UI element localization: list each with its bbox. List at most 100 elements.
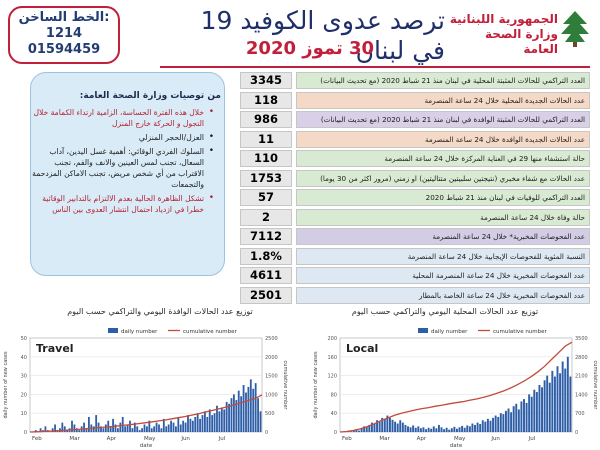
daily-bar (463, 427, 466, 432)
hotline-box: الخط الساخن: 1214 01594459 (8, 6, 120, 64)
daily-bar (172, 422, 175, 432)
daily-bar (146, 426, 148, 432)
recommendations-list: خلال هذه الفترة الحساسة، الزامية ارتداء … (28, 107, 216, 218)
y2-tick-label: 2800 (575, 355, 588, 361)
stat-row: 1753 عدد الحالات مع شفاء مخبري (نتيجتين س… (240, 169, 590, 187)
y2-axis-label: cumulative number (592, 361, 598, 411)
y-tick-label: 40 (331, 411, 337, 417)
recommendation-item: السلوك الفردي الوقائي: أهمية غسل اليدين،… (28, 146, 214, 190)
y2-tick-label: 700 (575, 411, 585, 417)
daily-bar (191, 420, 194, 432)
daily-bar (153, 426, 156, 432)
stat-label: حالة استشفاء منها 29 في العناية المركزة … (296, 150, 590, 167)
daily-bar (479, 424, 482, 432)
chart-title: Travel (36, 342, 74, 355)
daily-bar (494, 415, 497, 432)
daily-bar (170, 420, 172, 432)
daily-bar (450, 428, 453, 432)
daily-bar (182, 420, 185, 432)
daily-bar (481, 420, 484, 432)
daily-bar (114, 424, 117, 432)
daily-bar (512, 406, 515, 432)
daily-bar (104, 424, 107, 432)
daily-bar (109, 426, 112, 432)
travel-chart: Travel daily number cumulative number Feb Ma… (3, 328, 288, 449)
daily-bar (520, 401, 523, 432)
daily-bar (187, 415, 189, 432)
daily-bar (112, 418, 114, 432)
y-tick-label: 20 (21, 392, 27, 398)
stat-value: 1.8% (240, 247, 292, 265)
y-tick-label: 200 (327, 336, 337, 342)
republic-name: الجمهورية اللبنانية (449, 12, 558, 26)
x-tick-label: Mar (379, 436, 390, 442)
daily-bar (401, 422, 404, 432)
x-tick-label: Jun (490, 436, 500, 442)
daily-bar (233, 394, 235, 432)
daily-bar (216, 405, 218, 432)
stat-value: 118 (240, 91, 292, 109)
daily-bar (225, 401, 228, 432)
daily-bar (148, 420, 151, 432)
daily-bar (259, 411, 262, 432)
y2-tick-label: 2100 (575, 374, 588, 380)
daily-bar (471, 423, 474, 432)
daily-bar (165, 426, 168, 432)
stat-value: 4611 (240, 267, 292, 284)
daily-bar (358, 430, 360, 432)
travel-chart-caption: توزيع عدد الحالات الوافدة اليومي والتراك… (67, 307, 253, 316)
daily-bar (548, 382, 551, 432)
stat-label: النسبة المئوية للفحوصات الإيجابية خلال 2… (296, 247, 590, 265)
daily-bar (564, 368, 567, 432)
daily-bar (162, 418, 165, 432)
daily-bar (492, 417, 495, 432)
stat-label: عدد الحالات الجديدة المحلية خلال 24 ساعة… (296, 91, 590, 109)
daily-bar (131, 428, 134, 432)
daily-bar (119, 422, 122, 432)
daily-bar (546, 375, 549, 432)
y2-tick-label: 1500 (265, 374, 278, 380)
daily-bar (515, 403, 518, 432)
daily-bar (525, 402, 528, 432)
stat-label: حالة وفاة خلال 24 ساعة المنصرمة (296, 208, 590, 226)
legend-swatch-daily (108, 328, 118, 333)
recommendations-box: من توصيات وزارة الصحة العامة: خلال هذه ا… (30, 72, 225, 276)
stat-row: 2 حالة وفاة خلال 24 ساعة المنصرمة (240, 208, 590, 226)
x-axis-label: date (140, 443, 153, 449)
hotline-number-1: 1214 (45, 26, 83, 41)
daily-bar (150, 428, 153, 432)
y-tick-label: 0 (24, 430, 27, 436)
daily-bar (213, 413, 216, 432)
daily-bar (71, 420, 73, 432)
x-tick-label: May (144, 436, 156, 442)
daily-bar (254, 383, 257, 432)
daily-bar (404, 424, 407, 432)
y2-tick-label: 3500 (575, 336, 588, 342)
daily-bar (435, 428, 438, 432)
daily-bar (432, 426, 435, 432)
daily-bar (189, 418, 192, 432)
daily-bar (538, 385, 541, 432)
stat-label: العدد التراكمي للوفيات في لبنان منذ 21 ش… (296, 189, 590, 206)
ministry-label: وزارة الصحة العامة (484, 27, 558, 56)
daily-bar (75, 428, 78, 432)
legend-swatch-daily (418, 328, 428, 333)
daily-bar (240, 396, 243, 432)
daily-bar (237, 390, 240, 432)
daily-bar (486, 418, 489, 432)
daily-bar (543, 380, 546, 432)
daily-bar (204, 411, 206, 432)
recommendation-item: العزل/الحجر المنزلي (28, 132, 214, 143)
y-tick-label: 160 (327, 355, 337, 361)
daily-bar (124, 426, 127, 432)
daily-bar (378, 421, 381, 432)
daily-bar (391, 419, 394, 432)
local-chart-caption: توزيع عدد الحالات المحلية اليومي والتراك… (351, 307, 539, 316)
chart-title: Local (346, 342, 378, 355)
daily-bar (167, 424, 170, 432)
daily-bar (422, 427, 425, 432)
daily-bar (199, 418, 201, 432)
daily-bar (489, 420, 492, 432)
legend-label-cumulative: cumulative number (493, 329, 548, 335)
stat-row: 1.8% النسبة المئوية للفحوصات الإيجابية خل… (240, 247, 590, 265)
